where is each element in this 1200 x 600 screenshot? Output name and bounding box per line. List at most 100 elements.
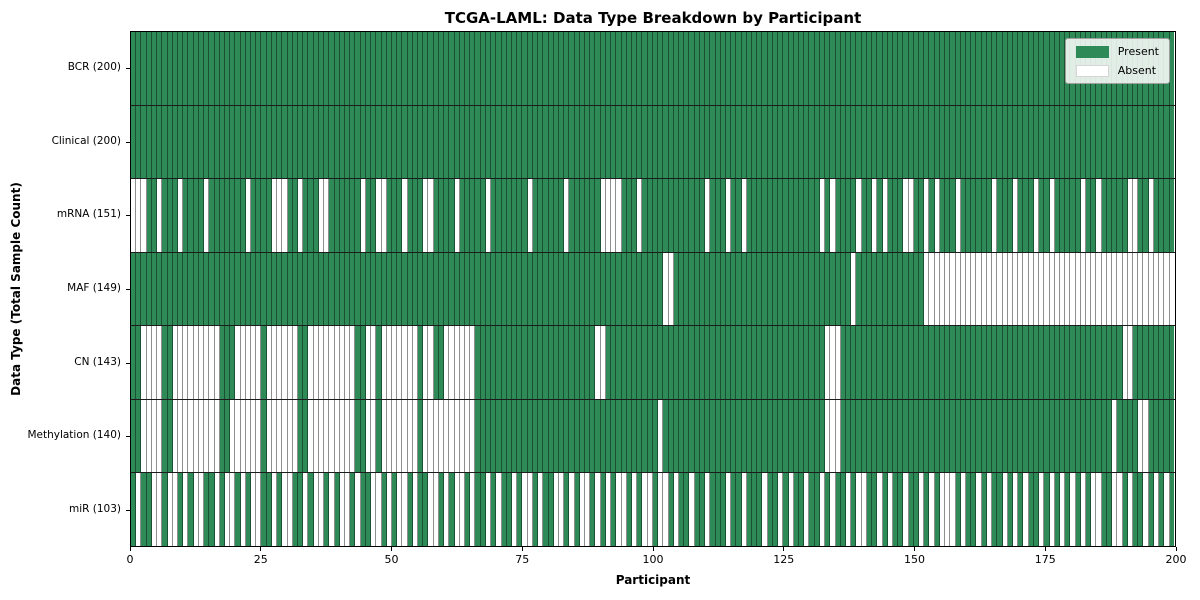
cell-present	[501, 326, 507, 399]
cell-present	[261, 326, 267, 399]
cell-absent	[856, 473, 862, 547]
cell-present	[934, 399, 940, 473]
cell-absent	[1039, 473, 1045, 547]
cell-present	[934, 32, 940, 105]
cell-absent	[632, 473, 638, 547]
cell-present	[720, 326, 726, 399]
cell-absent	[605, 179, 612, 252]
cell-present	[950, 105, 956, 179]
cell-absent	[1018, 252, 1024, 326]
cell-absent	[344, 399, 351, 473]
cell-present	[736, 32, 742, 105]
cell-present	[1122, 399, 1128, 473]
cell-present	[245, 105, 252, 179]
cell-present	[710, 179, 716, 252]
cell-present	[1086, 179, 1092, 252]
cell-present	[381, 32, 387, 105]
cell-absent	[433, 473, 439, 547]
cell-present	[538, 32, 544, 105]
cell-present	[459, 179, 465, 252]
cell-present	[193, 179, 199, 252]
cell-present	[783, 179, 789, 252]
row-mrna	[131, 179, 1175, 253]
cell-absent	[318, 473, 325, 547]
cell-absent	[1138, 252, 1144, 326]
cell-present	[491, 399, 497, 473]
cell-present	[976, 32, 982, 105]
cell-present	[543, 399, 549, 473]
cell-present	[360, 32, 366, 105]
cell-present	[971, 179, 977, 252]
cell-absent	[271, 179, 278, 252]
cell-present	[308, 252, 314, 326]
legend: Present Absent	[1064, 38, 1170, 84]
cell-absent	[287, 326, 293, 399]
cell-present	[1018, 32, 1024, 105]
cell-present	[793, 473, 799, 547]
cell-present	[840, 252, 846, 326]
cell-present	[772, 399, 779, 473]
cell-present	[183, 105, 189, 179]
cell-absent	[1143, 473, 1149, 547]
cell-present	[856, 326, 862, 399]
cell-present	[809, 473, 815, 547]
cell-present	[501, 105, 507, 179]
cell-present	[616, 252, 622, 326]
cell-present	[277, 32, 283, 105]
legend-item-absent: Absent	[1075, 64, 1159, 77]
cell-present	[605, 105, 612, 179]
cell-absent	[741, 473, 747, 547]
cell-present	[465, 252, 471, 326]
cell-present	[1065, 105, 1071, 179]
cell-absent	[391, 326, 398, 399]
cell-present	[350, 473, 356, 547]
cell-present	[658, 252, 664, 326]
cell-absent	[621, 473, 627, 547]
cell-present	[569, 399, 575, 473]
cell-present	[1138, 179, 1144, 252]
cell-absent	[511, 473, 518, 547]
cell-present	[131, 399, 137, 473]
cell-absent	[444, 473, 450, 547]
cell-present	[162, 252, 168, 326]
x-tick-mark	[521, 547, 523, 551]
cell-present	[626, 473, 632, 547]
cell-present	[219, 252, 225, 326]
cell-present	[950, 32, 956, 105]
y-tick-mark	[126, 362, 130, 364]
cell-present	[856, 252, 862, 326]
cell-present	[778, 179, 784, 252]
cell-present	[1096, 105, 1102, 179]
cell-present	[365, 252, 372, 326]
cell-present	[485, 252, 492, 326]
cell-present	[329, 252, 335, 326]
cell-present	[224, 252, 231, 326]
cell-present	[684, 399, 690, 473]
cell-present	[673, 179, 679, 252]
cell-present	[532, 179, 539, 252]
cell-present	[245, 473, 252, 547]
cell-present	[840, 399, 846, 473]
cell-absent	[1133, 179, 1139, 252]
cell-present	[966, 32, 972, 105]
cell-present	[678, 399, 685, 473]
cell-present	[1054, 105, 1060, 179]
cell-present	[1080, 105, 1087, 179]
cell-absent	[303, 473, 309, 547]
cell-absent	[271, 473, 278, 547]
cell-present	[318, 32, 325, 105]
cell-present	[934, 473, 940, 547]
cell-present	[684, 105, 690, 179]
cell-present	[1018, 179, 1024, 252]
cell-present	[605, 326, 612, 399]
cell-present	[313, 105, 319, 179]
cell-present	[903, 399, 909, 473]
cell-present	[151, 105, 158, 179]
cell-present	[266, 32, 272, 105]
cell-present	[240, 32, 246, 105]
cell-present	[506, 399, 512, 473]
cell-present	[1039, 326, 1045, 399]
cell-absent	[193, 399, 199, 473]
cell-present	[861, 105, 867, 179]
cell-present	[939, 179, 946, 252]
